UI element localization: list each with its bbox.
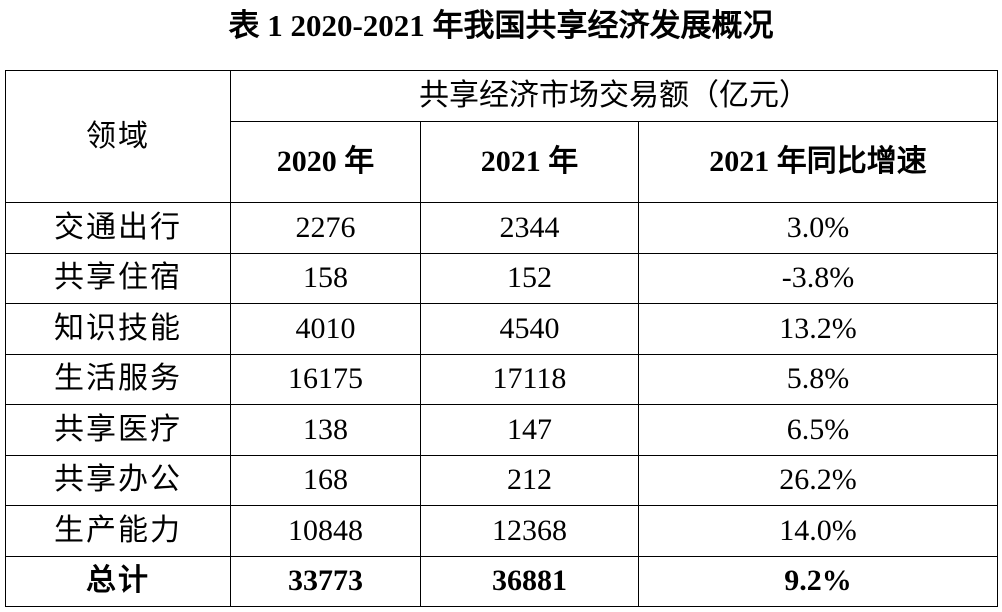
total-row: 总计 33773 36881 9.2% bbox=[5, 555, 999, 607]
row-label: 知识技能 bbox=[5, 303, 231, 355]
row-label: 生活服务 bbox=[5, 353, 231, 405]
cell: 2344 bbox=[420, 202, 639, 254]
cell: 4540 bbox=[420, 303, 639, 355]
data-row: 共享住宿 158 152 -3.8% bbox=[5, 252, 999, 304]
cell: 14.0% bbox=[637, 505, 999, 557]
cell: 17118 bbox=[420, 353, 639, 405]
row-label: 总计 bbox=[5, 555, 231, 607]
row-label: 共享办公 bbox=[5, 454, 231, 506]
corner-header: 领域 bbox=[5, 70, 231, 203]
cell: 5.8% bbox=[637, 353, 999, 405]
cell: 9.2% bbox=[637, 555, 999, 607]
row-label: 共享住宿 bbox=[5, 252, 231, 304]
cell: 10848 bbox=[230, 505, 421, 557]
data-row: 生活服务 16175 17118 5.8% bbox=[5, 353, 999, 405]
cell: 33773 bbox=[230, 555, 421, 607]
cell: 138 bbox=[230, 404, 421, 456]
cell: 152 bbox=[420, 252, 639, 304]
data-row: 交通出行 2276 2344 3.0% bbox=[5, 202, 999, 254]
data-row: 共享办公 168 212 26.2% bbox=[5, 454, 999, 506]
row-label: 交通出行 bbox=[5, 202, 231, 254]
cell: 6.5% bbox=[637, 404, 999, 456]
cell: 36881 bbox=[420, 555, 639, 607]
cell: -3.8% bbox=[637, 252, 999, 304]
row-label: 共享医疗 bbox=[5, 404, 231, 456]
cell: 2276 bbox=[230, 202, 421, 254]
cell: 3.0% bbox=[637, 202, 999, 254]
group-header: 共享经济市场交易额（亿元） bbox=[229, 70, 999, 122]
data-row: 知识技能 4010 4540 13.2% bbox=[5, 303, 999, 355]
data-row: 生产能力 10848 12368 14.0% bbox=[5, 505, 999, 557]
column-header: 2020 年 bbox=[230, 121, 421, 203]
column-header: 2021 年同比增速 bbox=[637, 121, 999, 203]
cell: 158 bbox=[230, 252, 421, 304]
cell: 212 bbox=[420, 454, 639, 506]
row-label: 生产能力 bbox=[5, 505, 231, 557]
header-row: 2020 年 2021 年 2021 年同比增速 bbox=[6, 121, 999, 203]
cell: 26.2% bbox=[637, 454, 999, 506]
cell: 16175 bbox=[230, 353, 421, 405]
data-row: 共享医疗 138 147 6.5% bbox=[5, 404, 999, 456]
cell: 12368 bbox=[420, 505, 639, 557]
table-body: 领域 共享经济市场交易额（亿元） 2020 年 2021 年 2021 年同比增速 … bbox=[5, 70, 999, 607]
cell: 13.2% bbox=[637, 303, 999, 355]
header-row: 领域 共享经济市场交易额（亿元） bbox=[5, 70, 999, 203]
cell: 147 bbox=[420, 404, 639, 456]
table-title: 表 1 2020-2021 年我国共享经济发展概况 bbox=[228, 8, 774, 43]
cell: 4010 bbox=[230, 303, 421, 355]
column-header: 2021 年 bbox=[420, 121, 639, 203]
cell: 168 bbox=[230, 454, 421, 506]
data-table: 领域 共享经济市场交易额（亿元） 2020 年 2021 年 2021 年同比增速 … bbox=[5, 70, 999, 607]
